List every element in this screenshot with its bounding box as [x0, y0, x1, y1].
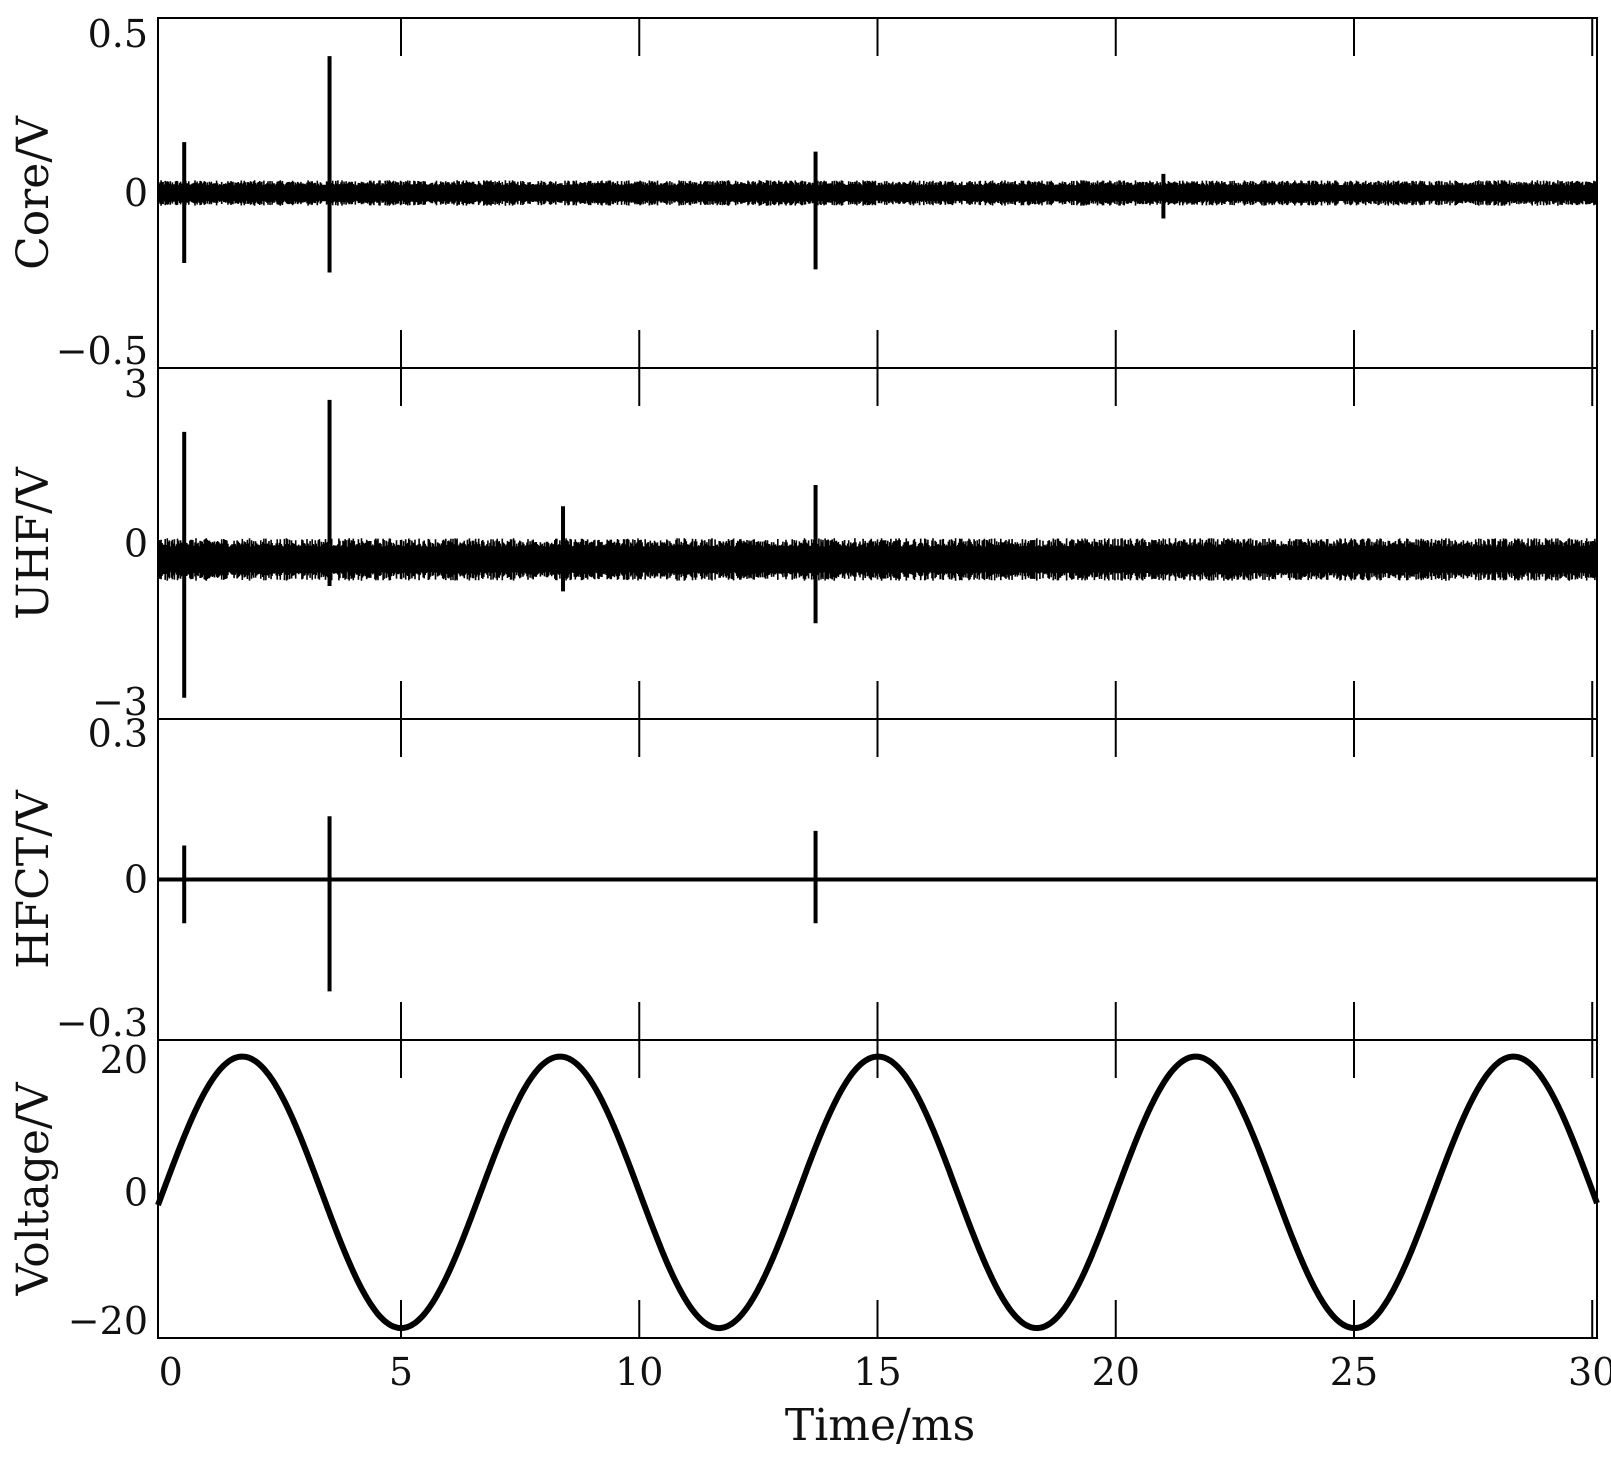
y-tick-label-core-0: 0.5	[88, 12, 148, 56]
y-tick-label-uhf-1: 0	[124, 522, 148, 566]
y-axis-title-hfct: HFCT/V	[8, 789, 59, 969]
y-axis-title-core: Core/V	[8, 115, 59, 270]
x-axis-title: Time/ms	[785, 1400, 975, 1451]
series-line-voltage	[155, 1053, 1600, 1332]
y-tick-label-core-1: 0	[124, 171, 148, 215]
x-tick-labels: 0 5 10 15 20 25 30	[159, 1350, 1611, 1394]
y-tick-label-uhf-2: −3	[92, 680, 148, 724]
panel-core: 0.5 0 −0.5 Core/V	[8, 12, 1598, 373]
x-tick-label-5: 25	[1330, 1350, 1378, 1394]
panel-uhf: 3 0 −3 UHF/V	[8, 362, 1598, 724]
y-tick-label-voltage-0: 20	[100, 1038, 148, 1082]
panel-frame-voltage	[157, 1039, 1598, 1339]
y-tick-label-hfct-2: −0.3	[56, 1001, 148, 1045]
x-tick-label-1: 5	[389, 1350, 413, 1394]
x-tick-label-4: 20	[1092, 1350, 1140, 1394]
x-tick-label-2: 10	[615, 1350, 663, 1394]
x-tick-label-6: 30	[1568, 1350, 1611, 1394]
y-tick-label-hfct-0: 0.3	[88, 712, 148, 756]
x-tick-label-0: 0	[159, 1350, 183, 1394]
y-tick-label-hfct-1: 0	[124, 858, 148, 902]
y-tick-label-uhf-0: 3	[124, 362, 148, 406]
y-axis-title-uhf: UHF/V	[8, 466, 59, 620]
y-tick-label-voltage-1: 0	[124, 1170, 148, 1214]
panels-group: 0.50−0.5Core/V30−3UHF/V0.30−0.3HFCT/V200…	[8, 12, 1600, 1343]
y-axis-title-voltage: Voltage/V	[8, 1081, 59, 1296]
x-tick-label-3: 15	[853, 1350, 901, 1394]
y-tick-label-core-2: −0.5	[56, 329, 148, 373]
panel-hfct: 0.3 0 −0.3 HFCT/V	[8, 712, 1598, 1045]
y-tick-label-voltage-2: −20	[68, 1299, 148, 1343]
